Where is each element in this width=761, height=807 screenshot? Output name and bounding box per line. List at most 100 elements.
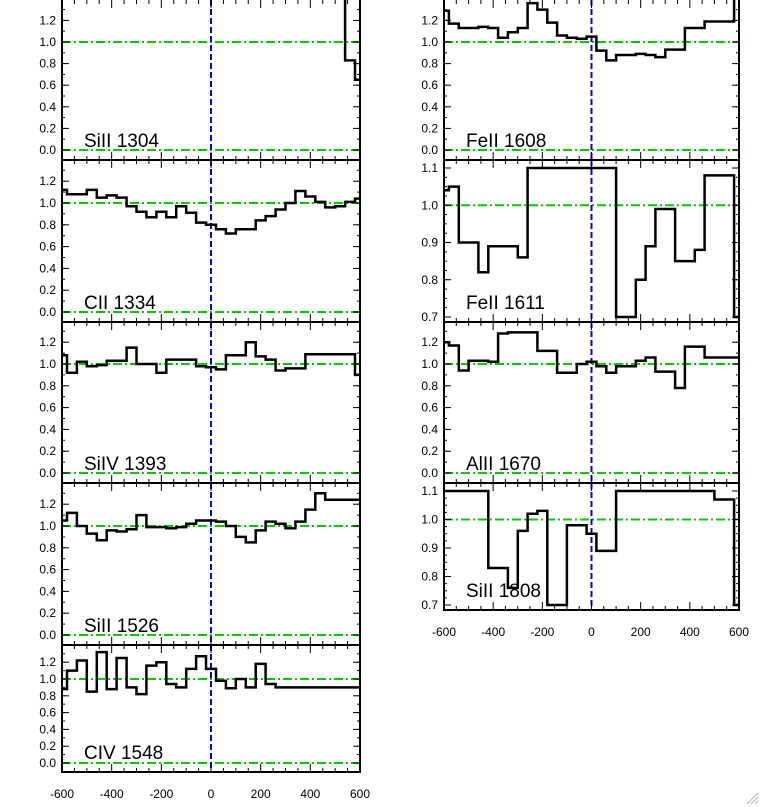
panel-label: AlII 1670 bbox=[466, 454, 541, 475]
y-tick-label: 1.0 bbox=[421, 198, 438, 212]
y-tick-label: 0.2 bbox=[421, 121, 438, 135]
y-tick-label: 1.0 bbox=[39, 196, 56, 210]
y-tick-label: 0.8 bbox=[39, 541, 56, 555]
panel-label: CIV 1548 bbox=[84, 743, 163, 764]
x-tick-label: -600 bbox=[432, 625, 456, 639]
y-tick-label: 0.0 bbox=[39, 466, 56, 480]
x-tick-label: 600 bbox=[350, 787, 370, 801]
y-tick-label: 0.4 bbox=[421, 422, 438, 436]
y-tick-label: 0.6 bbox=[39, 240, 56, 254]
x-axis-right: -600 -400 -200 0 200 400 600 bbox=[432, 625, 749, 639]
y-tick-label: 0.8 bbox=[39, 218, 56, 232]
y-tick-label: 1.0 bbox=[39, 357, 56, 371]
panel-label: SiII 1526 bbox=[84, 616, 159, 637]
x-tick-label: 0 bbox=[208, 787, 215, 801]
y-tick-label: 1.2 bbox=[421, 13, 438, 27]
x-tick-label: -200 bbox=[149, 787, 173, 801]
spectrum-feii-1611 bbox=[444, 166, 739, 319]
y-tick-label: 0.2 bbox=[39, 739, 56, 753]
spectrum-alii-1670 bbox=[444, 331, 739, 390]
panel-siii-1304: 0.0 0.2 0.4 0.6 0.8 1.0 1.2 SiII 1304 bbox=[39, 0, 361, 161]
spectrum-civ-1548 bbox=[62, 650, 360, 696]
y-tick-label: 0.4 bbox=[421, 100, 438, 114]
spectrum-feii-1608 bbox=[444, 0, 736, 62]
y-tick-label: 1.0 bbox=[421, 513, 438, 527]
y-tick-label: 0.8 bbox=[39, 689, 56, 703]
spectrum-siiv-1393 bbox=[62, 340, 360, 377]
x-tick-label: 600 bbox=[729, 625, 749, 639]
y-tick-label: 0.6 bbox=[39, 401, 56, 415]
y-tick-label: 0.4 bbox=[39, 100, 56, 114]
panel-label: SiII 1808 bbox=[466, 581, 541, 602]
panel-feii-1608: 0.0 0.2 0.4 0.6 0.8 1.0 1.2 FeII 1608 bbox=[421, 0, 740, 161]
y-tick-label: 0.6 bbox=[39, 706, 56, 720]
y-tick-label: 0.0 bbox=[421, 143, 438, 157]
panel-label: FeII 1608 bbox=[466, 131, 546, 152]
y-tick-label: 0.9 bbox=[421, 541, 438, 555]
x-tick-label: 200 bbox=[251, 787, 271, 801]
resize-grip-icon[interactable] bbox=[745, 791, 759, 805]
panel-siiv-1393: 0.0 0.2 0.4 0.6 0.8 1.0 1.2 SiIV 1393 bbox=[39, 321, 361, 484]
y-tick-label: 1.2 bbox=[39, 655, 56, 669]
spectrum-cii-1334 bbox=[62, 188, 360, 235]
spectrum-siii-1808 bbox=[444, 489, 739, 607]
y-tick-label: 1.0 bbox=[39, 35, 56, 49]
y-tick-label: 0.6 bbox=[421, 78, 438, 92]
y-tick-label: 0.4 bbox=[39, 722, 56, 736]
y-tick-label: 0.2 bbox=[39, 121, 56, 135]
y-tick-label: 0.6 bbox=[39, 78, 56, 92]
y-tick-label: 0.4 bbox=[39, 261, 56, 275]
x-tick-label: -200 bbox=[530, 625, 554, 639]
y-tick-label: 0.6 bbox=[39, 563, 56, 577]
y-tick-label: 0.2 bbox=[39, 606, 56, 620]
spectrum-siii-1304 bbox=[343, 0, 360, 82]
y-tick-label: 1.2 bbox=[39, 335, 56, 349]
y-tick-label: 0.9 bbox=[421, 236, 438, 250]
y-tick-label: 0.8 bbox=[421, 379, 438, 393]
y-tick-label: 0.4 bbox=[39, 584, 56, 598]
y-tick-label: 0.0 bbox=[39, 756, 56, 770]
y-tick-label: 0.6 bbox=[421, 401, 438, 415]
y-tick-label: 0.8 bbox=[421, 57, 438, 71]
x-tick-label: -400 bbox=[481, 625, 505, 639]
y-tick-label: 0.7 bbox=[421, 310, 438, 324]
panel-siii-1526: 0.0 0.2 0.4 0.6 0.8 1.0 1.2 SiII 1526 bbox=[39, 482, 361, 646]
y-tick-label: 1.0 bbox=[421, 357, 438, 371]
x-tick-label: -400 bbox=[100, 787, 124, 801]
y-tick-label: 1.2 bbox=[421, 335, 438, 349]
x-tick-label: -600 bbox=[50, 787, 74, 801]
y-tick-label: 0.0 bbox=[39, 628, 56, 642]
y-tick-label: 1.1 bbox=[421, 484, 438, 498]
y-tick-label: 0.0 bbox=[39, 143, 56, 157]
y-tick-label: 0.4 bbox=[39, 422, 56, 436]
y-tick-label: 1.2 bbox=[39, 174, 56, 188]
x-tick-label: 400 bbox=[680, 625, 700, 639]
y-tick-label: 0.0 bbox=[39, 305, 56, 319]
panel-cii-1334: 0.0 0.2 0.4 0.6 0.8 1.0 1.2 CII 1334 bbox=[39, 159, 361, 323]
y-tick-label: 1.0 bbox=[39, 672, 56, 686]
panel-label: SiII 1304 bbox=[84, 131, 159, 152]
spectrum-siii-1526 bbox=[62, 492, 360, 544]
y-tick-label: 1.0 bbox=[39, 519, 56, 533]
y-tick-label: 1.0 bbox=[421, 35, 438, 49]
y-tick-label: 0.0 bbox=[421, 466, 438, 480]
y-tick-label: 1.2 bbox=[39, 497, 56, 511]
x-tick-label: 0 bbox=[588, 625, 595, 639]
panel-label: CII 1334 bbox=[84, 293, 156, 314]
panel-label: SiIV 1393 bbox=[84, 454, 166, 475]
y-tick-label: 1.2 bbox=[39, 13, 56, 27]
y-tick-label: 0.2 bbox=[39, 283, 56, 297]
panel-feii-1611: 0.7 0.8 0.9 1.0 1.1 FeII 1611 bbox=[421, 159, 740, 324]
x-tick-label: 400 bbox=[300, 787, 320, 801]
y-tick-label: 0.8 bbox=[421, 570, 438, 584]
panel-civ-1548: 0.0 0.2 0.4 0.6 0.8 1.0 1.2 CIV 1548 bbox=[39, 644, 361, 773]
y-tick-label: 0.8 bbox=[421, 273, 438, 287]
panel-alii-1670: 0.0 0.2 0.4 0.6 0.8 1.0 1.2 AlII 1670 bbox=[421, 321, 740, 484]
y-tick-label: 0.8 bbox=[39, 57, 56, 71]
x-tick-label: 200 bbox=[631, 625, 651, 639]
y-tick-label: 0.2 bbox=[39, 444, 56, 458]
panel-siii-1808: 0.7 0.8 0.9 1.0 1.1 SiII 1808 bbox=[421, 482, 740, 612]
y-tick-label: 0.2 bbox=[421, 444, 438, 458]
panel-label: FeII 1611 bbox=[466, 293, 545, 314]
